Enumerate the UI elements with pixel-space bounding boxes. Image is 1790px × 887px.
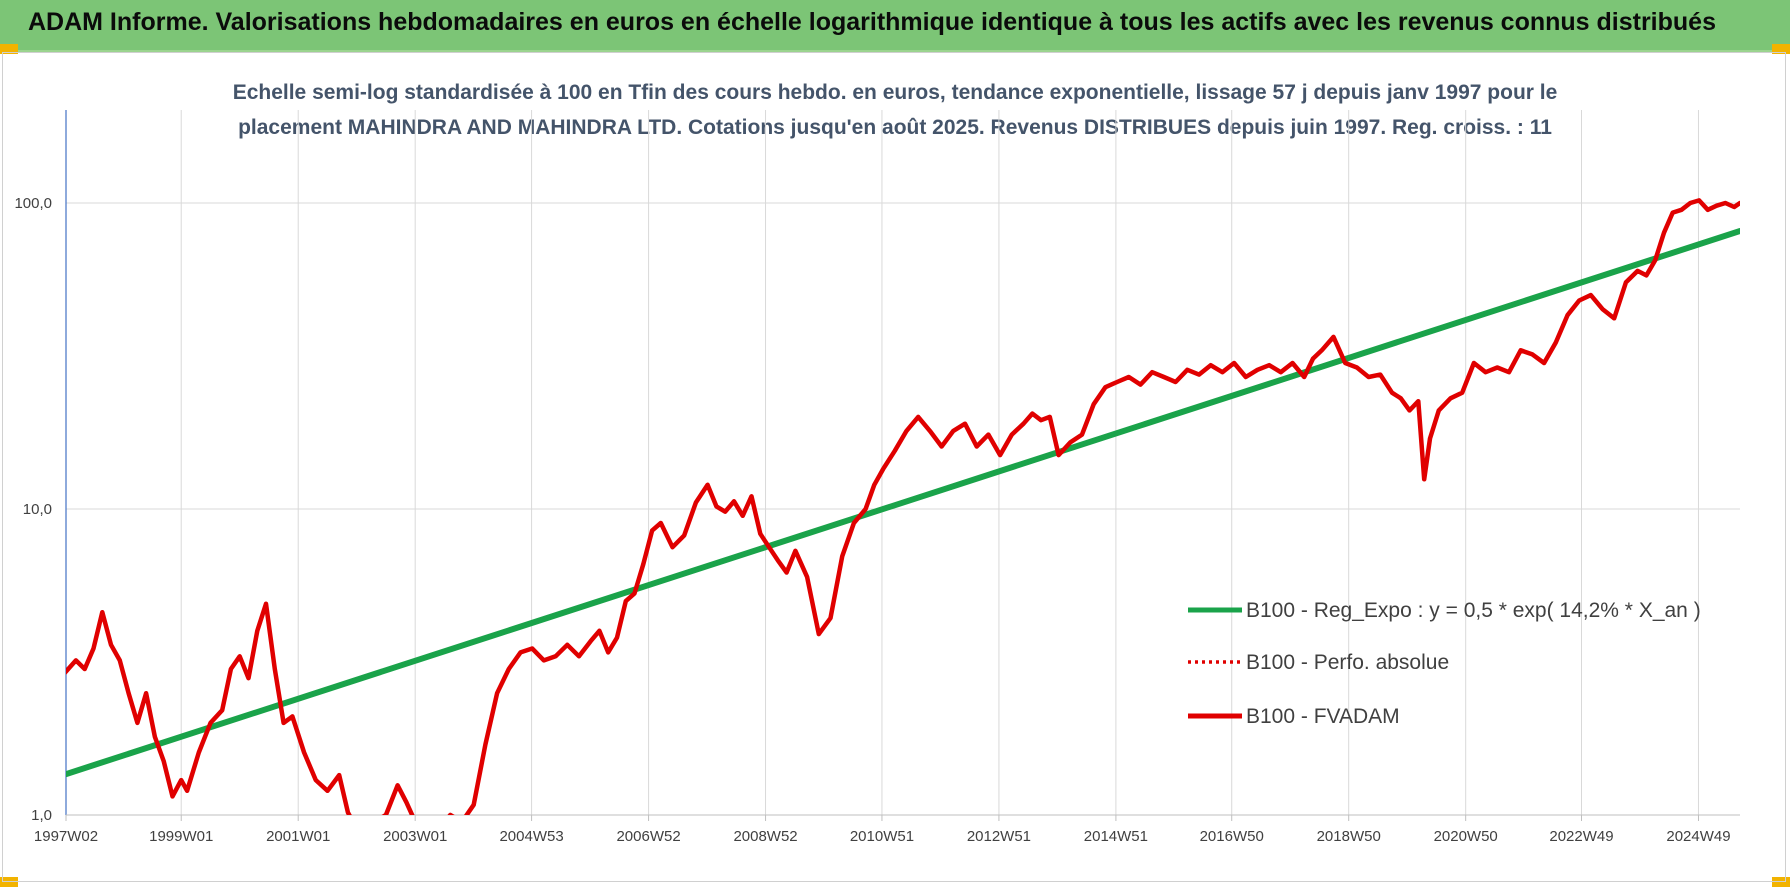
chart-frame [2, 52, 1786, 882]
title-banner: ADAM Informe. Valorisations hebdomadaire… [0, 0, 1790, 52]
x-tick-label: 2024W49 [1666, 828, 1730, 845]
x-tick-label: 2014W51 [1084, 828, 1148, 845]
x-tick-label: 2008W52 [733, 828, 797, 845]
gridlines [66, 110, 1740, 815]
x-tick-label: 2022W49 [1549, 828, 1613, 845]
series-line-reg-expo [66, 228, 1740, 778]
x-tick-label: 2012W51 [967, 828, 1031, 845]
legend-entry-label: B100 - FVADAM [1246, 705, 1400, 728]
x-tick-label: 2020W50 [1434, 828, 1498, 845]
x-tick-label: 2018W50 [1317, 828, 1381, 845]
x-tick-label: 2016W50 [1200, 828, 1264, 845]
x-tick-label: 2004W53 [499, 828, 563, 845]
legend-entry-label: B100 - Perfo. absolue [1246, 651, 1449, 674]
series-line-fvadam [66, 198, 1740, 815]
y-tick-label: 1,0 [31, 807, 52, 824]
chart-subtitle-line: Echelle semi-log standardisée à 100 en T… [233, 81, 1558, 104]
axes: 1997W02 1999W01 2001W01 2003W01 2004W53 2006W… [14, 110, 1740, 845]
chart-subtitle-line: placement MAHINDRA AND MAHINDRA LTD. Cot… [238, 116, 1552, 139]
x-tick-label: 2001W01 [266, 828, 330, 845]
chart-subtitle: Echelle semi-log standardisée à 100 en T… [233, 81, 1558, 139]
corner-marker-bottom-right [1772, 877, 1790, 887]
corner-marker-left [0, 44, 18, 54]
report-title: ADAM Informe. Valorisations hebdomadaire… [28, 8, 1716, 36]
y-tick-label: 100,0 [14, 195, 52, 212]
x-tick-label: 1999W01 [149, 828, 213, 845]
corner-marker-bottom-left [0, 877, 18, 887]
x-tick-label: 2003W01 [383, 828, 447, 845]
x-tick-label: 2006W52 [616, 828, 680, 845]
corner-marker-right [1772, 44, 1790, 54]
legend: B100 - Reg_Expo : y = 0,5 * exp( 14,2% *… [1188, 599, 1701, 728]
x-tick-label: 2010W51 [850, 828, 914, 845]
legend-entry-label: B100 - Reg_Expo : y = 0,5 * exp( 14,2% *… [1246, 599, 1701, 622]
x-tick-label: 1997W02 [34, 828, 98, 845]
y-tick-label: 10,0 [23, 501, 52, 518]
plot-area [66, 198, 1740, 815]
